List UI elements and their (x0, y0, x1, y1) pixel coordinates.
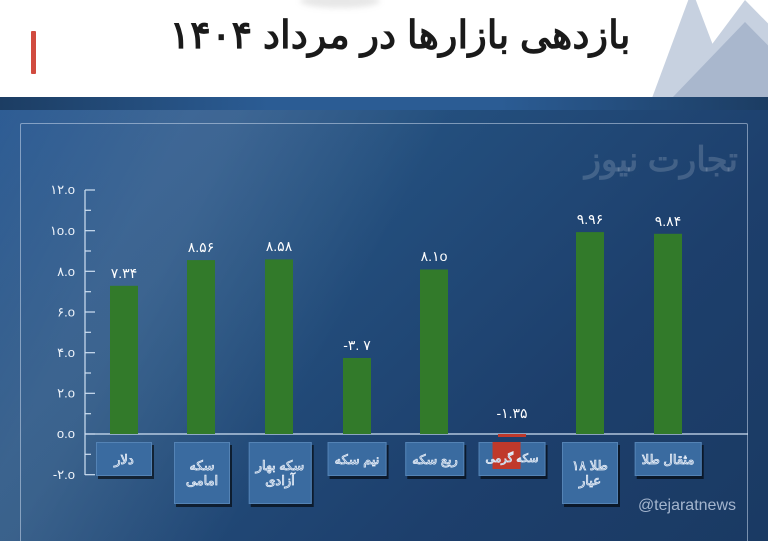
svg-text:۸.۵۶: ۸.۵۶ (188, 239, 214, 255)
svg-text:۷.۳۴: ۷.۳۴ (111, 265, 137, 281)
svg-text:۹.۸۴: ۹.۸۴ (655, 213, 681, 229)
svg-text:۶.o: ۶.o (57, 305, 75, 320)
svg-text:-۱.۳۵: -۱.۳۵ (496, 405, 527, 421)
svg-text:۸.o: ۸.o (57, 264, 75, 279)
svg-text:o.o: o.o (57, 426, 75, 441)
svg-text:۹.۹۶: ۹.۹۶ (577, 211, 603, 227)
svg-text:۲.o: ۲.o (57, 386, 75, 401)
svg-text:۸.۱o: ۸.۱o (421, 248, 448, 264)
svg-text:-۲.o: -۲.o (53, 467, 75, 482)
svg-text:۱o.o: ۱o.o (50, 223, 75, 238)
svg-text:۴.o: ۴.o (57, 345, 75, 360)
svg-text:۱۲.o: ۱۲.o (50, 182, 75, 197)
svg-text:-۳. ۷: -۳. ۷ (343, 337, 371, 353)
svg-text:۸.۵۸: ۸.۵۸ (266, 238, 293, 254)
